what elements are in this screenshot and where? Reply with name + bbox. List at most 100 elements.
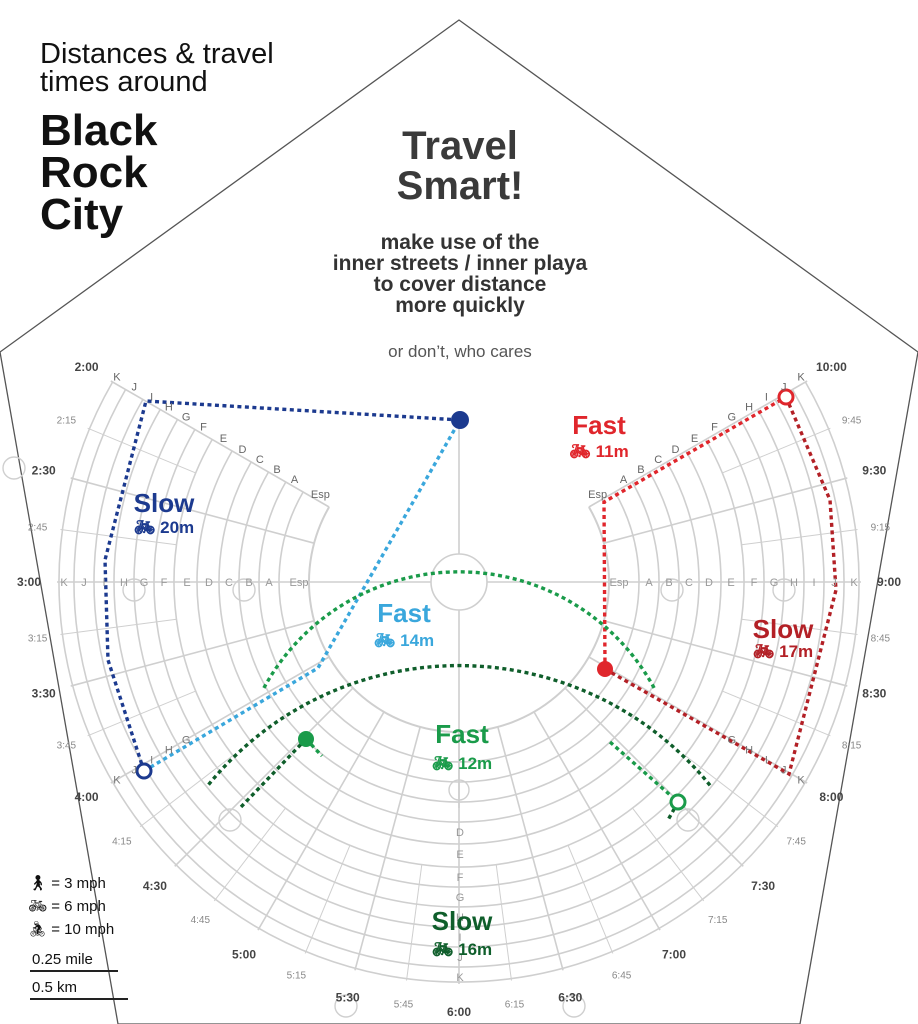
plaza-circle (218, 808, 242, 832)
street-letter: C (225, 577, 233, 589)
bicycle-icon: 🚲︎ (431, 940, 459, 959)
street-letter: I (765, 392, 768, 404)
street-letter: B (665, 577, 672, 589)
route-label-slow-red: Slow (752, 614, 814, 644)
route-label-slow-blue: Slow (133, 488, 195, 518)
clock-label: 7:00 (662, 947, 686, 961)
street-letter: K (456, 972, 464, 984)
fast-bicycle-icon: 🚴︎ (28, 921, 52, 938)
radial-street (603, 620, 848, 687)
tip-line: to cover distance (373, 273, 547, 296)
clock-label: 2:30 (32, 464, 56, 478)
clock-label-minor: 2:15 (57, 415, 77, 426)
radial-street-minor (741, 529, 858, 546)
clock-label: 10:00 (816, 360, 847, 374)
time-value: 14m (400, 631, 435, 650)
street-letter: G (728, 735, 737, 747)
route-fast-blue (143, 419, 462, 773)
legend-walk-text: = 3 mph (51, 875, 106, 892)
route-fast-green-seg (608, 740, 680, 804)
route-label-fast-red: Fast (572, 410, 626, 440)
street-letter: G (140, 577, 149, 589)
radial-street (533, 711, 661, 931)
radial-street-minor (87, 690, 196, 737)
clock-label: 5:30 (336, 990, 360, 1004)
tip-line: inner streets / inner playa (332, 252, 588, 275)
bicycle-icon: 🚲︎ (569, 442, 596, 461)
clock-label-minor: 8:45 (871, 634, 891, 645)
street-letter: F (200, 422, 207, 434)
street-letter: I (102, 577, 105, 589)
route-label-fast-blue: Fast (377, 598, 431, 628)
route-time-slow-green: 🚲︎ 16m (382, 940, 542, 960)
street-letter: Esp (588, 489, 607, 501)
street-letter: E (727, 577, 734, 589)
bicycle-icon: 🚲︎ (431, 754, 459, 773)
plaza-circle (2, 456, 26, 480)
street-letter: A (645, 577, 653, 589)
clock-label-minor: 5:15 (287, 971, 307, 982)
clock-label-minor: 7:15 (708, 915, 728, 926)
radial-street-minor (495, 864, 512, 981)
street-letter: E (691, 433, 698, 445)
street-grid (2, 380, 861, 1018)
clock-label: 2:00 (75, 360, 99, 374)
route-slow-green (238, 737, 308, 810)
route-time-fast-green: 🚲︎ 12m (382, 754, 542, 774)
radial-street-minor (87, 427, 196, 474)
clock-label-minor: 4:45 (191, 915, 211, 926)
street-letter: H (165, 745, 173, 757)
clock-label: 9:30 (862, 464, 886, 478)
clock-label-minor: 5:45 (394, 999, 414, 1010)
legend-fast-bike-text: = 10 mph (51, 921, 115, 938)
street-letter: H (745, 402, 753, 414)
travel-smart-heading: Travel Smart! (330, 126, 590, 206)
street-letter: D (672, 444, 680, 456)
street-letter: J (131, 382, 137, 394)
street-letter: H (456, 912, 464, 924)
clock-label-minor: 6:15 (505, 999, 525, 1010)
radial-street (564, 687, 744, 867)
street-letter: H (745, 745, 753, 757)
subtitle-line: times around (40, 66, 208, 98)
street-letter: J (831, 577, 837, 589)
scale-mile-label: 0.25 mile (32, 951, 93, 968)
radial-street-minor (304, 845, 351, 954)
street-letter: A (291, 474, 299, 486)
radial-street-minor (213, 807, 286, 902)
radial-street (70, 477, 315, 544)
street-letter: Esp (290, 577, 309, 589)
time-value: 20m (160, 518, 195, 537)
street-letter: G (770, 577, 779, 589)
radial-street-minor (567, 845, 614, 954)
street-letter: K (60, 577, 68, 589)
scale-km-label: 0.5 km (32, 979, 78, 996)
street-letter: D (239, 444, 247, 456)
street-letter: G (456, 892, 465, 904)
street-letter: B (637, 464, 644, 476)
route-slow-blue (103, 399, 461, 772)
radial-street-minor (684, 755, 779, 828)
title-line: City (40, 190, 124, 239)
route-time-fast-blue: 🚲︎ 14m (324, 631, 484, 651)
radial-street (603, 477, 848, 544)
route-lines (103, 388, 838, 821)
scale-bar-km (30, 998, 128, 1000)
plaza-circle (562, 994, 586, 1018)
clock-label: 8:00 (819, 790, 843, 804)
clock-label-minor: 3:15 (28, 634, 48, 645)
destination-marker (451, 411, 469, 429)
street-letter: K (113, 775, 121, 787)
clock-label-minor: 7:45 (786, 837, 806, 848)
street-letter: D (456, 827, 464, 839)
heading-line: Smart! (396, 164, 524, 208)
street-letter: J (781, 382, 787, 394)
origin-marker (669, 793, 687, 811)
man-circle (430, 553, 488, 611)
route-fast-red (602, 395, 787, 670)
clock-label: 3:30 (32, 686, 56, 700)
route-label-slow-green: Slow (431, 906, 493, 936)
plaza-circle (772, 578, 796, 602)
clock-label-minor: 2:45 (28, 523, 48, 534)
